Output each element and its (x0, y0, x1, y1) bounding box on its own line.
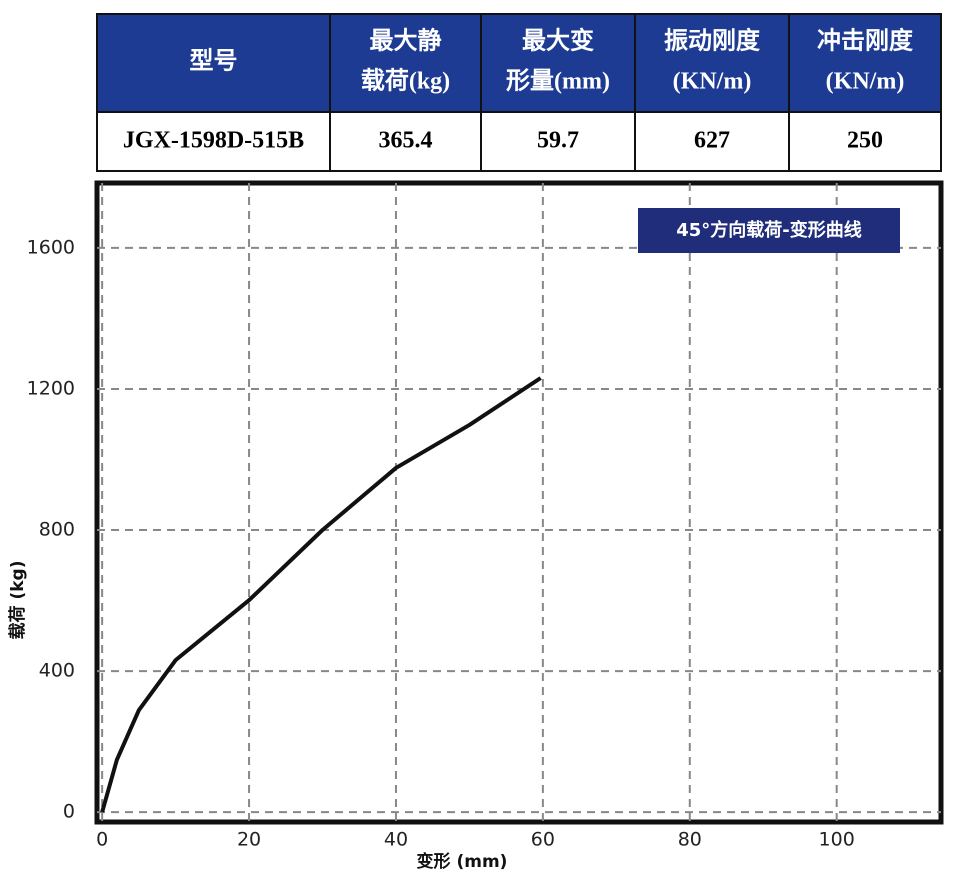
x-tick-label: 40 (384, 829, 408, 851)
x-tick-label: 20 (237, 829, 261, 851)
cell: JGX-1598D-515B (123, 128, 304, 154)
cell: 250 (847, 128, 883, 154)
data-line (100, 376, 542, 813)
header-cell: 振动刚度 (664, 27, 761, 55)
x-tick-label: 100 (819, 829, 855, 851)
y-tick-label: 0 (63, 801, 75, 823)
y-axis-label: 载荷 (kg) (7, 561, 28, 640)
cell: 365.4 (379, 128, 433, 154)
header-cell: 冲击刚度 (817, 27, 914, 55)
header-cell: (KN/m) (826, 69, 905, 95)
y-tick-label: 800 (39, 519, 75, 541)
header-cell: 形量(mm) (506, 68, 610, 95)
y-tick-label: 1600 (27, 236, 75, 258)
header-cell: (KN/m) (673, 69, 752, 95)
plot-frame (94, 180, 944, 825)
cell: 59.7 (537, 128, 579, 154)
chart-title: 45°方向载荷-变形曲线 (676, 219, 862, 241)
y-tick-label: 400 (39, 660, 75, 682)
header-cell: 载荷(kg) (361, 68, 450, 95)
header-cell: 型号 (190, 48, 238, 75)
x-tick-label: 60 (531, 829, 555, 851)
cell: 627 (694, 128, 730, 154)
x-axis-label: 变形 (mm) (417, 851, 508, 872)
header-bg (97, 14, 941, 112)
x-tick-label: 0 (96, 829, 108, 851)
y-tick-label: 1200 (27, 377, 75, 399)
header-cell: 最大静 (370, 28, 442, 55)
table-border (96, 13, 942, 172)
title-box (638, 208, 900, 253)
x-tick-label: 80 (678, 829, 702, 851)
header-cell: 最大变 (522, 27, 594, 55)
